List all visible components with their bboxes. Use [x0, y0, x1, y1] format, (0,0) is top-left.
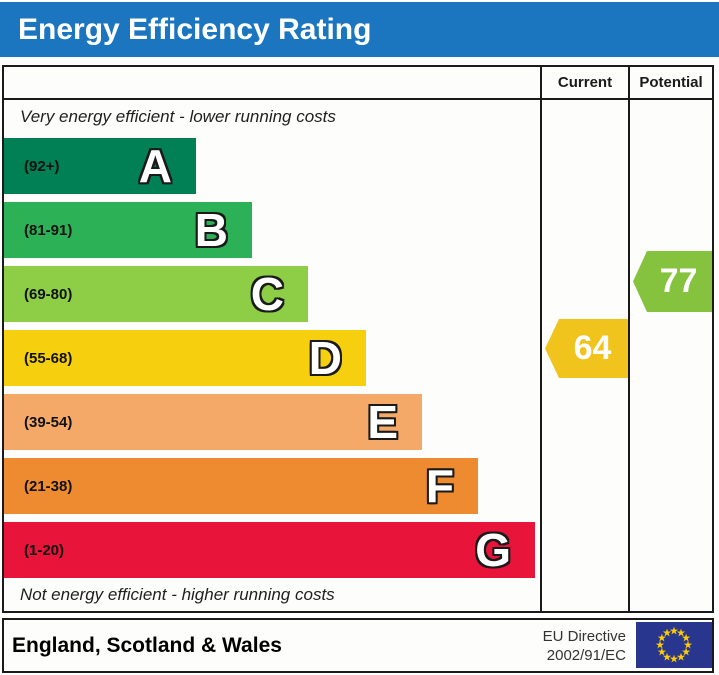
band-f-range: (21-38)	[24, 478, 73, 495]
current-column-header: Current	[557, 74, 613, 91]
band-e-letter: E	[367, 396, 398, 448]
band-f-letter: F	[425, 460, 454, 512]
potential-rating-marker: 77	[633, 251, 712, 312]
potential-column-header: Potential	[639, 74, 703, 91]
band-c-range: (69-80)	[24, 286, 73, 303]
band-b-range: (81-91)	[24, 222, 73, 239]
eu-directive-label: EU Directive 2002/91/EC	[543, 620, 626, 671]
top-caption: Very energy efficient - lower running co…	[20, 107, 336, 126]
header-row-divider	[4, 98, 712, 100]
band-a-range: (92+)	[24, 158, 60, 175]
page-title: Energy Efficiency Rating	[0, 2, 719, 57]
band-e-range: (39-54)	[24, 414, 73, 431]
eu-directive-line1: EU Directive	[542, 627, 626, 645]
band-g-letter: G	[475, 524, 511, 576]
current-rating-marker: 64	[545, 319, 628, 378]
footer: England, Scotland & Wales EU Directive 2…	[2, 618, 714, 673]
band-c: (69-80) C	[4, 266, 308, 322]
band-a-letter: A	[138, 140, 172, 192]
band-c-letter: C	[250, 268, 284, 320]
region-label: England, Scotland & Wales	[12, 634, 282, 657]
band-b: (81-91) B	[4, 202, 252, 258]
bottom-caption: Not energy efficient - higher running co…	[20, 585, 335, 604]
band-d-range: (55-68)	[24, 350, 73, 367]
band-g: (1-20) G	[4, 522, 535, 578]
band-b-letter: B	[194, 204, 228, 256]
band-e: (39-54) E	[4, 394, 422, 450]
energy-rating-chart: Current Potential Very energy efficient …	[2, 65, 714, 613]
band-d-letter: D	[308, 332, 342, 384]
eu-flag-icon	[636, 622, 712, 668]
current-column-divider	[540, 67, 542, 611]
band-f: (21-38) F	[4, 458, 478, 514]
band-a: (92+) A	[4, 138, 196, 194]
potential-column-divider	[628, 67, 630, 611]
eu-directive-line2: 2002/91/EC	[546, 646, 626, 664]
band-d: (55-68) D	[4, 330, 366, 386]
band-g-range: (1-20)	[24, 542, 65, 559]
